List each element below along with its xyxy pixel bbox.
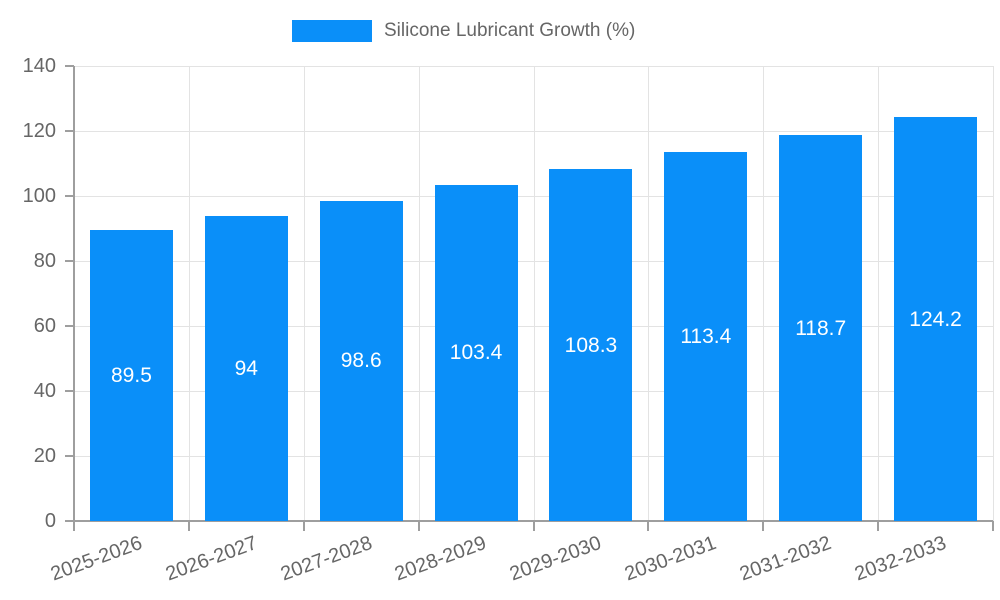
x-tick-label: 2025-2026 <box>47 532 145 586</box>
legend-item[interactable]: Silicone Lubricant Growth (%) <box>292 20 635 42</box>
x-axis-tick <box>417 521 420 531</box>
y-axis-tick <box>65 455 74 457</box>
y-tick-label: 80 <box>33 250 56 272</box>
x-gridline <box>878 66 880 521</box>
x-tick-label: 2030-2031 <box>621 532 720 586</box>
x-axis-tick <box>762 521 765 531</box>
x-axis-tick <box>647 521 650 531</box>
x-tick-label: 2028-2029 <box>392 532 490 586</box>
bar-value-label: 118.7 <box>795 316 847 340</box>
bar-value-label: 94 <box>234 356 258 380</box>
x-tick-label: 2027-2028 <box>277 532 375 586</box>
y-tick-label: 0 <box>44 510 56 532</box>
legend-label: Silicone Lubricant Growth (%) <box>384 20 636 41</box>
x-axis-tick <box>302 521 305 531</box>
x-axis-tick <box>187 521 190 531</box>
legend-swatch <box>292 20 372 42</box>
y-axis-line <box>73 66 75 522</box>
bar-2028-2029 <box>434 184 518 521</box>
bar-value-label: 113.4 <box>680 325 732 349</box>
x-tick-label: 2031-2032 <box>736 532 835 586</box>
bar-value-label: 108.3 <box>564 333 618 357</box>
x-gridline <box>993 66 994 521</box>
y-axis-tick <box>65 195 74 197</box>
bar-2029-2030 <box>549 169 633 521</box>
y-axis-tick <box>65 130 74 132</box>
x-gridline <box>188 66 190 521</box>
x-axis-tick <box>877 521 880 531</box>
x-gridline <box>418 66 420 521</box>
x-axis-line <box>73 520 993 522</box>
bar-2026-2027 <box>204 215 288 521</box>
x-axis-tick <box>992 521 994 531</box>
y-tick-label: 140 <box>22 55 56 77</box>
y-tick-label: 120 <box>22 120 56 142</box>
y-tick-label: 20 <box>33 445 56 467</box>
y-axis-tick <box>65 65 74 67</box>
y-axis-tick <box>65 325 74 327</box>
y-axis-tick <box>65 260 74 262</box>
x-gridline <box>648 66 650 521</box>
bar-2030-2031 <box>664 152 748 521</box>
y-tick-label: 100 <box>22 185 56 207</box>
x-gridline <box>763 66 765 521</box>
x-tick-label: 2026-2027 <box>162 532 260 586</box>
bar-value-label: 103.4 <box>449 341 503 365</box>
bar-value-label: 124.2 <box>909 307 962 331</box>
x-axis-tick <box>73 521 75 531</box>
y-tick-label: 60 <box>33 315 56 337</box>
x-gridline <box>533 66 535 521</box>
x-gridline <box>303 66 305 521</box>
bar-2032-2033 <box>894 117 978 521</box>
bar-2027-2028 <box>319 200 403 521</box>
bar-value-label: 98.6 <box>340 349 382 373</box>
y-axis-tick <box>65 520 74 522</box>
y-tick-label: 40 <box>33 380 56 402</box>
x-axis-tick <box>532 521 535 531</box>
y-axis-tick <box>65 390 74 392</box>
bar-2025-2026 <box>89 230 173 521</box>
bar-2031-2032 <box>779 135 863 521</box>
x-tick-label: 2032-2033 <box>851 532 950 586</box>
bar-value-label: 89.5 <box>111 364 152 388</box>
x-tick-label: 2029-2030 <box>507 532 605 586</box>
